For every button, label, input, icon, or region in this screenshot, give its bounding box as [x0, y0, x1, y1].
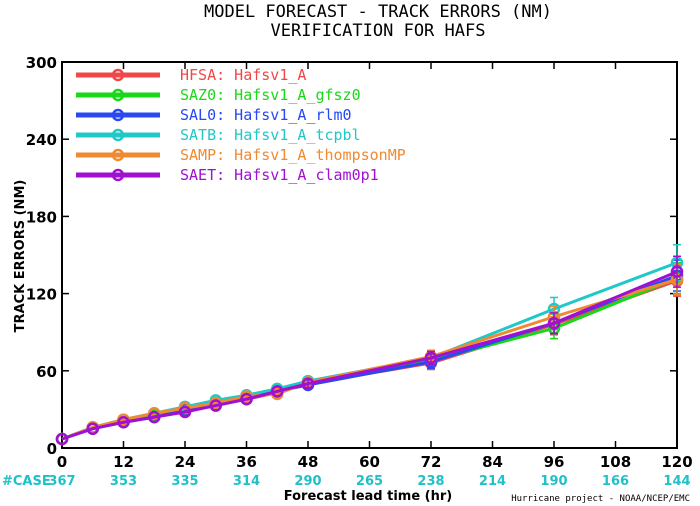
legend-marker: [111, 88, 125, 102]
chart-title: MODEL FORECAST - TRACK ERRORS (NM): [204, 2, 552, 22]
x-tick-label: 12: [113, 453, 134, 471]
y-tick-label: 240: [26, 131, 57, 149]
case-count: 144: [663, 474, 690, 489]
legend-marker: [111, 168, 125, 182]
data-point: [240, 392, 253, 406]
x-tick-label: 0: [57, 453, 67, 471]
case-count: 367: [48, 474, 75, 489]
chart-subtitle: VERIFICATION FOR HAFS: [271, 21, 486, 41]
y-axis-title: TRACK ERRORS (NM): [13, 180, 28, 333]
legend-label: SAET: Hafsv1_A_clam0p1: [180, 166, 379, 184]
x-tick-label: 60: [359, 453, 380, 471]
plot-frame: [61, 61, 678, 449]
data-point: [271, 385, 284, 398]
legend-label: SAZ0: Hafsv1_A_gfsz0: [180, 86, 361, 104]
legend-label: SAL0: Hafsv1_A_rlm0: [180, 106, 352, 124]
data-point: [178, 405, 192, 419]
x-tick-label: 72: [421, 453, 442, 471]
x-axis-title: Forecast lead time (hr): [284, 489, 452, 504]
plot-area: 0 60 120 180 240 300 0 367 12 353 24 335 36 314 48 290 6…: [2, 54, 693, 489]
data-point: [209, 399, 222, 412]
case-label: #CASE: [2, 474, 51, 489]
case-count: 314: [233, 474, 260, 489]
y-tick-label: 300: [26, 54, 57, 72]
legend-label: HFSA: Hafsv1_A: [180, 66, 306, 84]
case-count: 290: [294, 474, 321, 489]
x-tick-label: 24: [175, 453, 196, 471]
data-point: [148, 410, 161, 424]
case-count: 265: [356, 474, 383, 489]
case-count: 166: [602, 474, 629, 489]
x-tick-label: 84: [482, 453, 503, 471]
legend-marker: [111, 148, 125, 162]
data-point: [424, 351, 438, 365]
data-point: [117, 416, 130, 429]
case-count: 353: [110, 474, 137, 489]
case-count: 214: [479, 474, 506, 489]
data-point: [547, 316, 561, 330]
legend-label: SATB: Hafsv1_A_tcpbl: [180, 126, 361, 144]
case-count: 335: [171, 474, 198, 489]
x-tick-label: 108: [600, 453, 631, 471]
legend-marker: [111, 108, 125, 122]
x-tick-label: 36: [236, 453, 257, 471]
y-tick-label: 120: [26, 286, 57, 304]
case-count: 190: [540, 474, 567, 489]
y-tick-label: 60: [36, 363, 57, 381]
x-tick-label: 96: [544, 453, 565, 471]
y-tick-label: 0: [47, 440, 57, 458]
data-point: [55, 432, 69, 446]
legend-label: SAMP: Hafsv1_A_thompsonMP: [180, 146, 406, 164]
series-line: [61, 276, 678, 441]
data-point: [301, 377, 315, 390]
data-point: [670, 265, 684, 278]
data-point: [86, 422, 99, 435]
x-tick-label: 48: [298, 453, 319, 471]
x-tick-label: 120: [661, 453, 692, 471]
case-count: 238: [417, 474, 444, 489]
y-tick-label: 180: [26, 208, 57, 226]
credit-text: Hurricane project - NOAA/NCEP/EMC: [511, 494, 690, 504]
legend-marker: [111, 128, 125, 142]
legend-marker: [111, 68, 125, 82]
